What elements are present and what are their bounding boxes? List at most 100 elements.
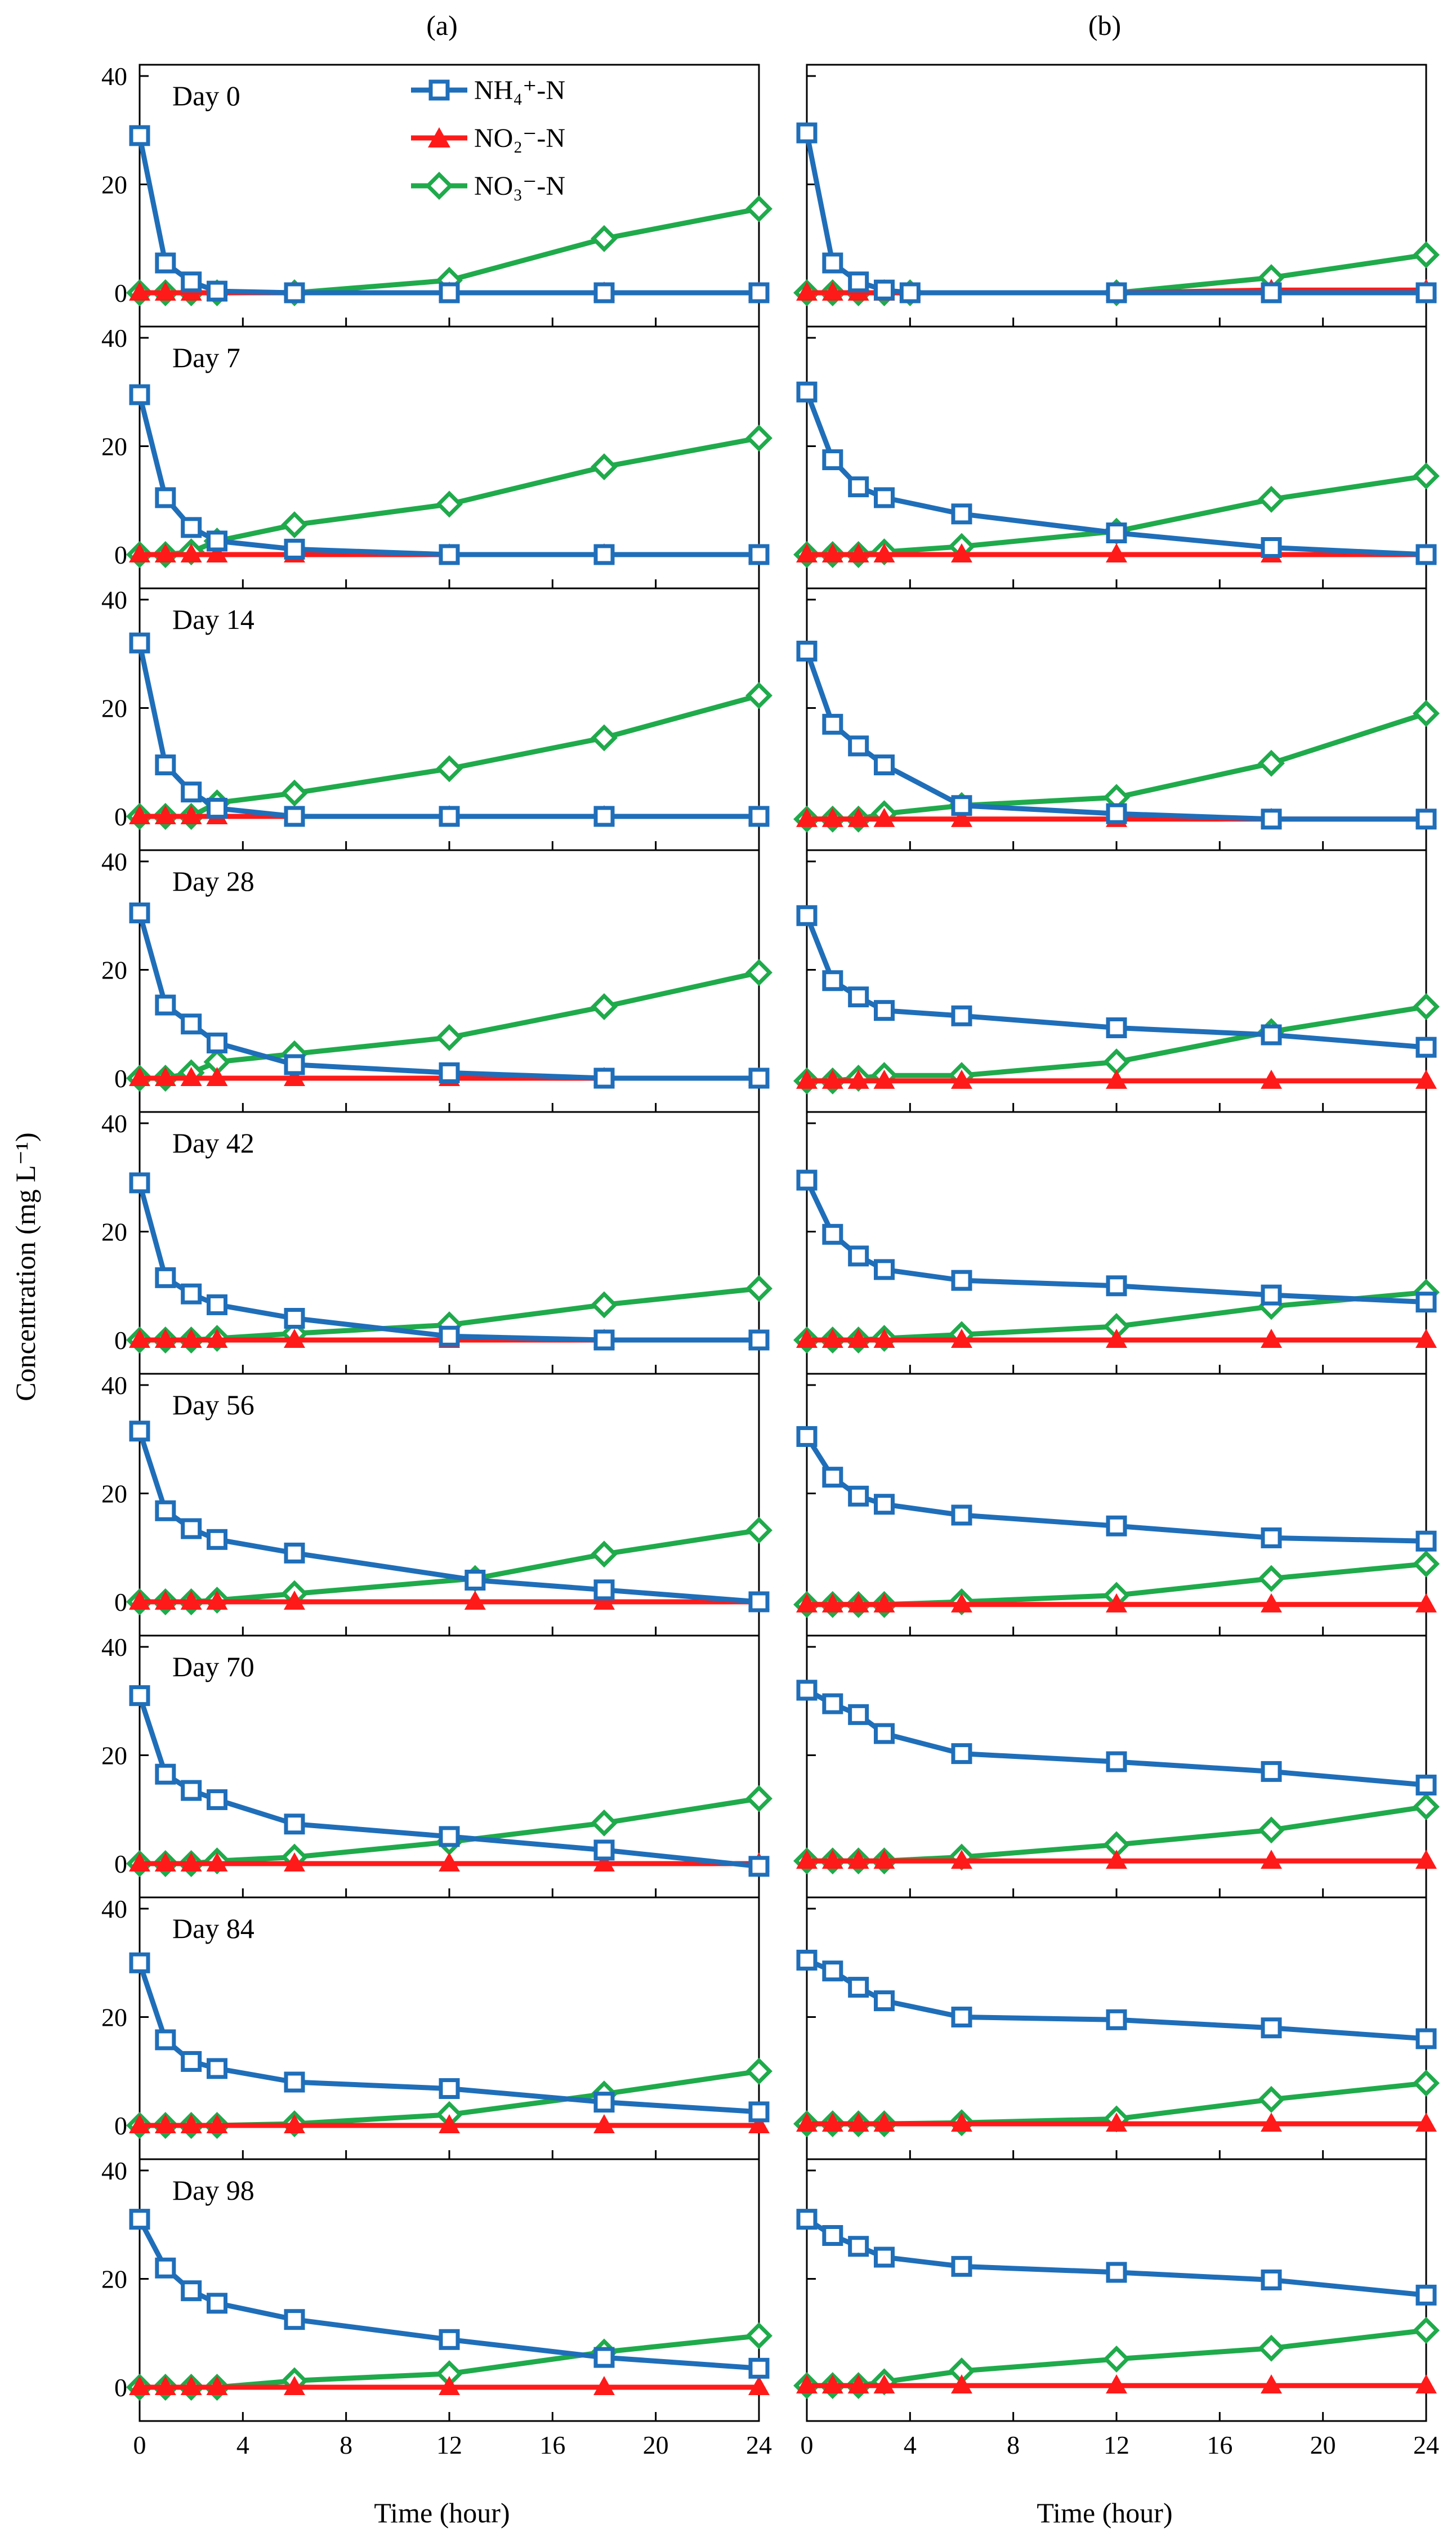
- data-point: [1413, 2316, 1440, 2344]
- y-tick-label: 20: [101, 432, 127, 461]
- data-point: [1258, 2334, 1285, 2362]
- data-point: [155, 994, 176, 1016]
- data-point: [748, 282, 770, 303]
- data-point: [951, 795, 972, 816]
- data-point: [129, 2376, 150, 2395]
- data-point: [129, 805, 150, 824]
- y-tick-label: 20: [101, 171, 127, 199]
- data-point: [951, 1850, 972, 1869]
- data-point: [1258, 749, 1285, 777]
- legend-square-icon: [428, 79, 450, 101]
- data-point: [1415, 1593, 1437, 1613]
- y-tick-label: 0: [114, 1064, 127, 1093]
- legend-item-no2: NO₂⁻-N: [411, 123, 565, 153]
- series-NH4+-N: [129, 1685, 770, 1877]
- data-point: [439, 806, 460, 827]
- data-point: [1413, 700, 1440, 727]
- column-title-b: (b): [1088, 10, 1121, 41]
- data-point: [1258, 1565, 1285, 1592]
- data-point: [439, 2114, 460, 2133]
- data-point: [873, 1329, 895, 1348]
- data-point: [821, 1069, 843, 1089]
- series-NH4+-N: [129, 125, 770, 303]
- data-point: [1415, 1850, 1437, 1869]
- legend: NH₄⁺-N NO₂⁻-N NO₃⁻-N: [411, 75, 565, 201]
- y-tick-label: 0: [114, 2373, 127, 2402]
- day-label: Day 28: [172, 865, 254, 897]
- data-point: [1106, 2262, 1127, 2283]
- day-label: Day 7: [172, 342, 240, 373]
- data-point: [154, 2114, 176, 2133]
- data-point: [129, 2114, 150, 2133]
- series-NH4+-N: [129, 2209, 770, 2379]
- data-point: [822, 1693, 843, 1714]
- x-tick-label: 16: [1207, 2431, 1232, 2459]
- data-point: [1413, 462, 1440, 490]
- data-point: [951, 2255, 972, 2277]
- data-point: [951, 503, 972, 525]
- y-tick-label: 0: [114, 279, 127, 307]
- data-point: [284, 538, 305, 560]
- day-label: Day 70: [172, 1651, 254, 1682]
- series-NH4+-N: [796, 640, 1437, 830]
- data-point: [1106, 522, 1127, 543]
- x-tick-label: 4: [904, 2431, 917, 2459]
- data-point: [1261, 809, 1282, 830]
- data-point: [821, 807, 843, 827]
- y-tick-label: 0: [114, 541, 127, 569]
- data-point: [284, 1067, 305, 1086]
- data-point: [796, 1850, 818, 1869]
- data-point: [155, 1500, 176, 1521]
- data-point: [284, 1814, 305, 1835]
- series-NH4+-N: [129, 1172, 770, 1351]
- data-point: [206, 1852, 228, 1872]
- x-tick-label: 12: [436, 2431, 462, 2459]
- data-point: [439, 1062, 460, 1083]
- panel-b-3: [793, 587, 1440, 851]
- data-point: [207, 798, 227, 819]
- data-point: [821, 543, 843, 562]
- data-point: [1258, 1816, 1285, 1844]
- series-NH4+-N: [796, 1426, 1437, 1552]
- data-point: [154, 543, 176, 562]
- data-point: [284, 1308, 305, 1329]
- data-point: [180, 1067, 202, 1086]
- data-point: [439, 282, 460, 303]
- day-label: Day 84: [172, 1913, 254, 1944]
- data-point: [847, 1850, 869, 1869]
- series-line: [137, 642, 759, 819]
- data-point: [591, 1809, 618, 1837]
- data-point: [1415, 809, 1437, 830]
- data-point: [1261, 2269, 1282, 2290]
- data-point: [796, 807, 818, 827]
- data-point: [436, 490, 463, 518]
- data-point: [748, 2101, 770, 2123]
- data-point: [874, 2246, 895, 2268]
- data-point: [796, 1426, 818, 1447]
- data-point: [129, 1067, 150, 1086]
- data-point: [822, 1467, 843, 1488]
- data-point: [284, 2376, 305, 2395]
- series-NO2--N: [129, 1852, 770, 1872]
- data-point: [873, 1850, 895, 1869]
- data-point: [873, 543, 895, 562]
- data-point: [1261, 537, 1282, 558]
- data-point: [796, 905, 818, 926]
- y-tick-label: 40: [101, 1109, 127, 1138]
- day-label: Day 0: [172, 80, 240, 111]
- panel-b-7: [793, 1634, 1440, 1899]
- data-point: [284, 282, 305, 303]
- data-point: [1261, 2017, 1282, 2039]
- data-point: [129, 1685, 150, 1707]
- data-point: [1106, 543, 1127, 562]
- data-point: [206, 2376, 228, 2395]
- data-point: [822, 970, 843, 991]
- data-point: [129, 1952, 150, 1973]
- series-NO2--N: [129, 1591, 770, 1610]
- data-point: [207, 1032, 227, 1053]
- data-point: [284, 1329, 305, 1348]
- data-point: [951, 2374, 972, 2394]
- y-tick-label: 0: [114, 2111, 127, 2140]
- y-tick-label: 40: [101, 586, 127, 614]
